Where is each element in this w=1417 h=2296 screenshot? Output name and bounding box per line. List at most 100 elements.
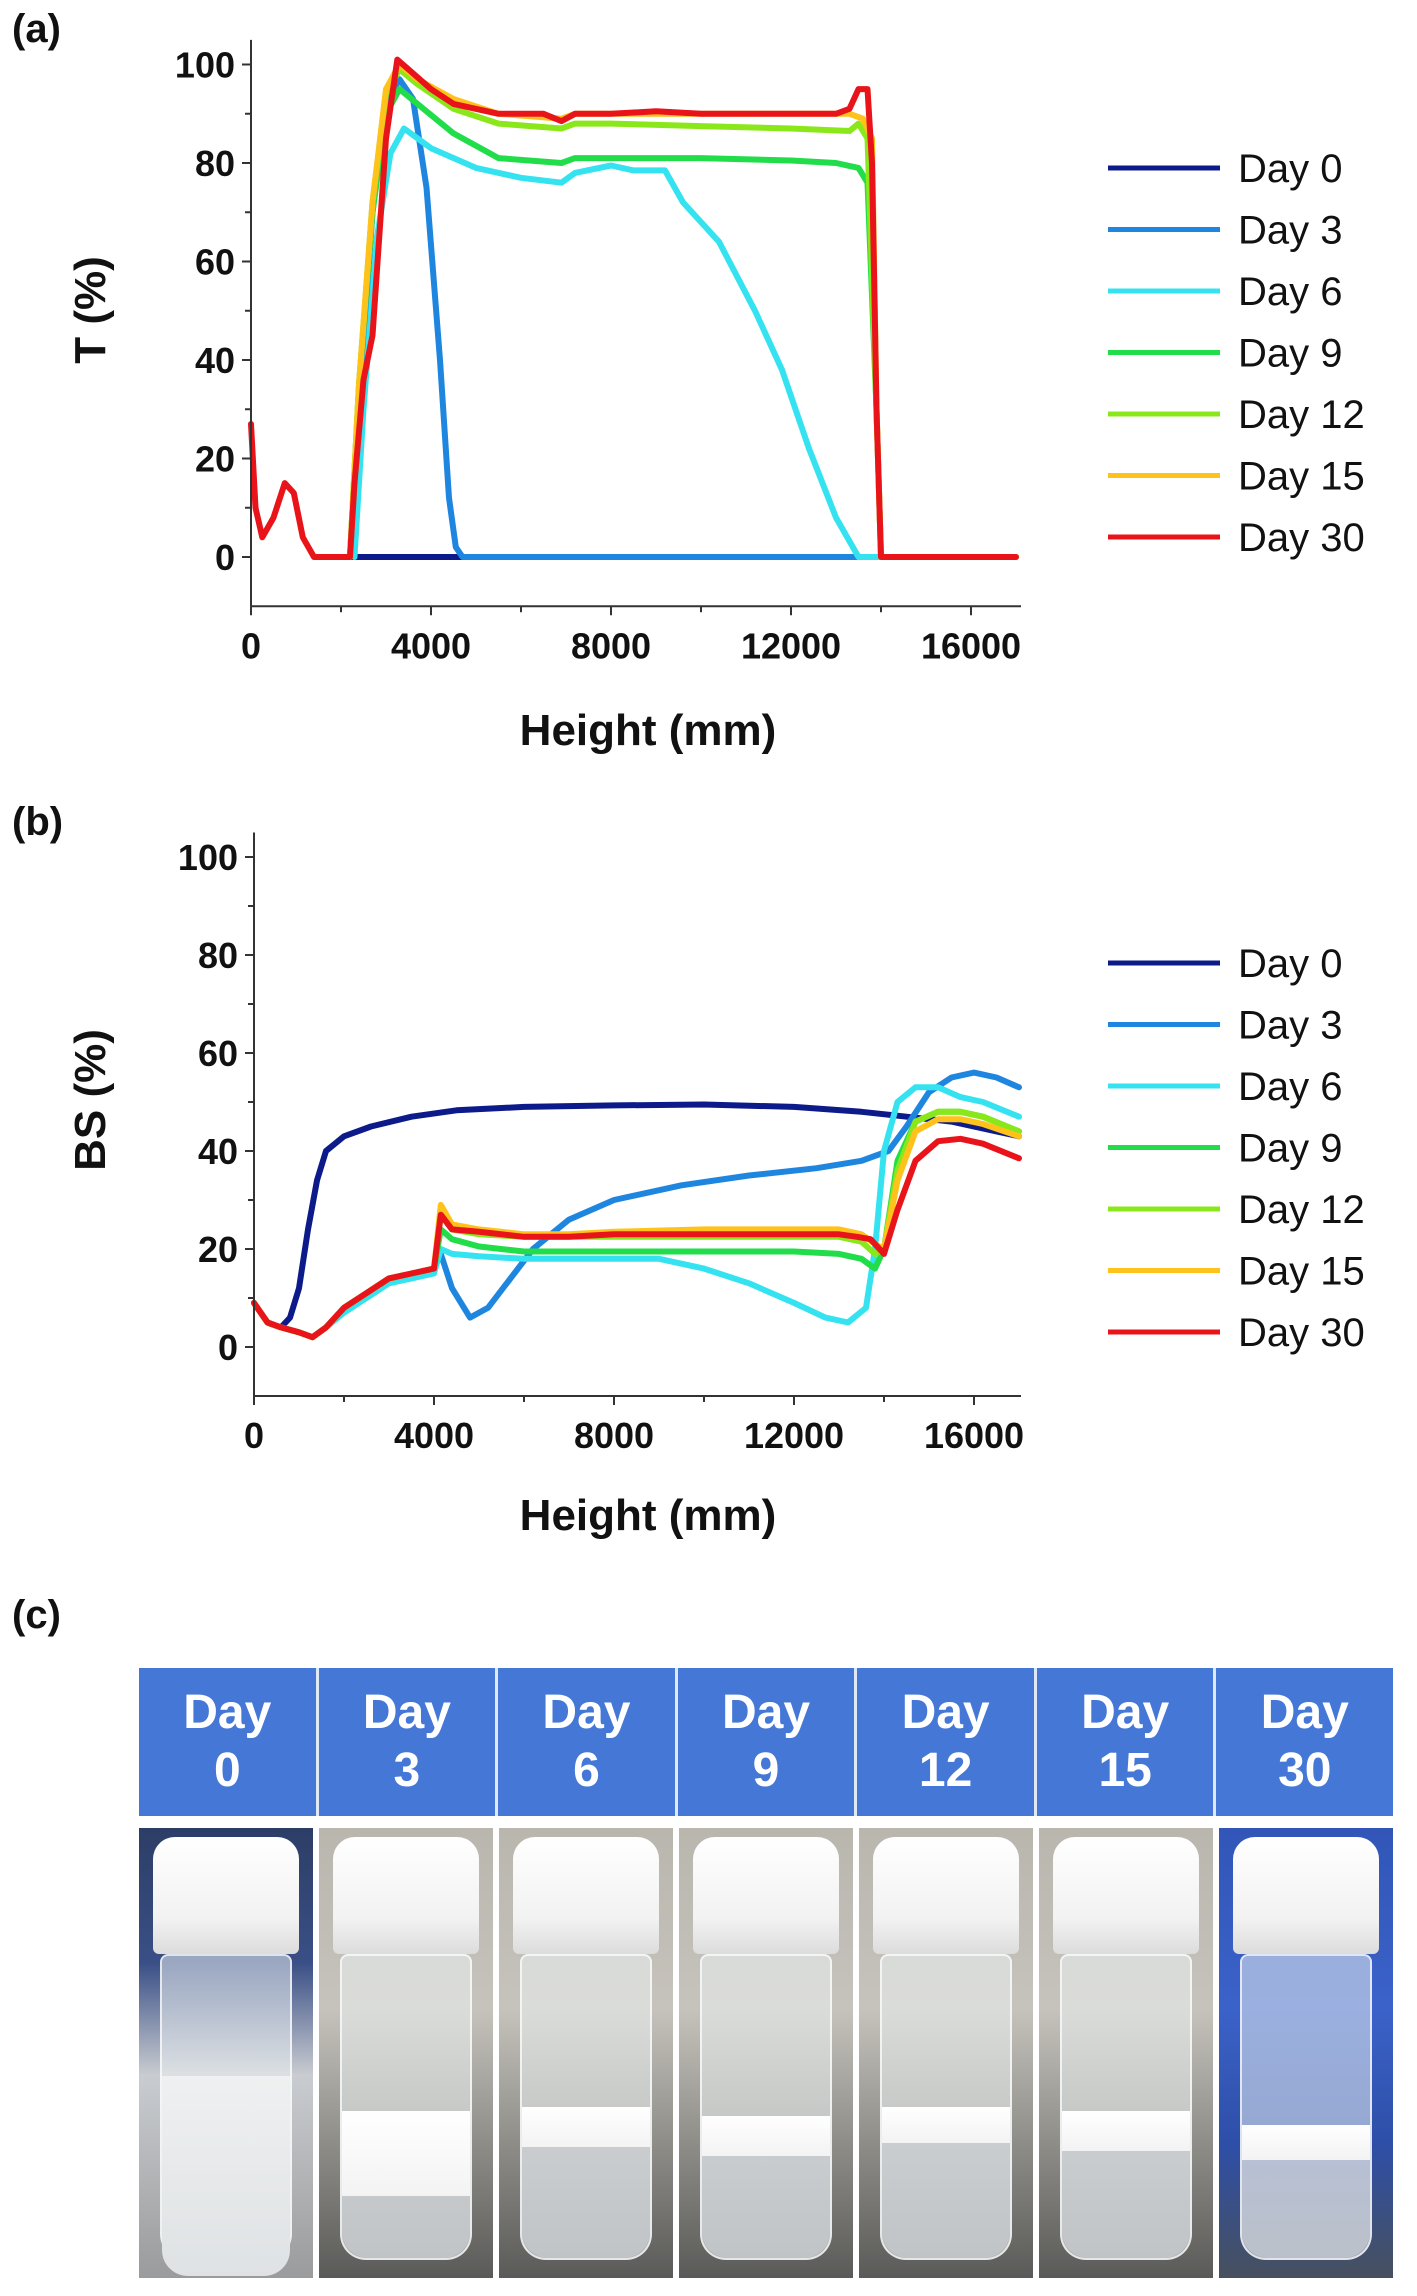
aqueous-layer [341, 2195, 471, 2258]
vial-body [1059, 1954, 1193, 2260]
plot-area-b [251, 1069, 1022, 1341]
aqueous-layer [701, 2155, 831, 2258]
day-header-cell: Day 15 [1036, 1668, 1217, 1816]
legend-label: Day 30 [1238, 516, 1365, 560]
y-axis-title-a: T (%) [66, 256, 115, 364]
legend-label: Day 30 [1238, 1311, 1365, 1355]
emulsion-layer [341, 2111, 471, 2196]
legend-label: Day 6 [1238, 270, 1343, 314]
ticks-b: 0 20 40 60 80 100 0 4000 8000 12000 16000 [178, 837, 1024, 1456]
x-tick-label: 8000 [571, 625, 651, 666]
legend-label: Day 0 [1238, 942, 1343, 986]
day-header-number: 0 [213, 1744, 241, 1797]
vial-body [339, 1954, 473, 2260]
series-line-day-3 [347, 76, 1019, 560]
y-tick-label: 0 [215, 537, 235, 578]
y-tick-label: 80 [198, 935, 238, 976]
y-tick-label: 60 [195, 242, 235, 283]
y-tick-label: 0 [218, 1327, 238, 1368]
day-header-word: Day [1081, 1686, 1170, 1739]
day-header-number: 30 [1278, 1744, 1332, 1797]
vial-photo-panel: Day 0 Day 3 Day 6 Day 9 Day 12 Day 15 Day 30 [139, 1668, 1394, 2278]
y-tick-label: 40 [198, 1131, 238, 1172]
axes-b [253, 832, 1021, 1397]
legend-label: Day 15 [1238, 1250, 1365, 1294]
day-header-number: 6 [573, 1744, 600, 1797]
y-tick-label: 100 [178, 837, 238, 878]
vial-cap [692, 1837, 840, 1954]
emulsion-layer [881, 2107, 1011, 2143]
x-tick-label: 0 [241, 625, 261, 666]
vial-body [159, 1954, 293, 2276]
day-header-number: 3 [393, 1744, 421, 1797]
y-tick-label: 40 [195, 340, 235, 381]
vial-photo [139, 1828, 313, 2278]
vial-photo [1039, 1828, 1213, 2278]
axes-a [250, 39, 1021, 608]
vial-body [1239, 1954, 1373, 2260]
x-tick-label: 4000 [391, 625, 471, 666]
vial-photo-row [139, 1828, 1393, 2278]
legend-b: Day 0 Day 3 Day 6 Day 9 Day 12 Day 15 Day 30 [1108, 942, 1365, 1355]
ticks-a: 0 20 40 60 80 100 0 4000 8000 12000 16000 [175, 45, 1021, 667]
transmission-chart: (a) 0 20 40 60 80 100 0 4000 8000 12000 16000 Heig… [12, 7, 1365, 755]
day-header-cell: Day 3 [318, 1668, 499, 1816]
vial-cap [332, 1837, 480, 1954]
day-header-word: Day [901, 1686, 990, 1739]
legend-label: Day 15 [1238, 455, 1365, 499]
day-header-cell: Day 9 [677, 1668, 858, 1816]
y-tick-label: 20 [198, 1229, 238, 1270]
legend-label: Day 12 [1238, 1188, 1365, 1232]
vial-photo [1219, 1828, 1393, 2278]
day-header-number: 12 [918, 1744, 973, 1797]
aqueous-layer [881, 2142, 1011, 2258]
legend-label: Day 0 [1238, 147, 1343, 191]
vial-cap [152, 1837, 300, 1954]
day-header-cell: Day 6 [498, 1668, 678, 1816]
x-axis-title-b: Height (mm) [520, 1491, 777, 1540]
emulsion-layer [701, 2115, 831, 2156]
emulsion-layer [1061, 2111, 1191, 2152]
vial-photo [499, 1828, 673, 2278]
plot-area-a [248, 56, 1019, 560]
legend-label: Day 9 [1238, 1127, 1343, 1171]
day-header-number: 15 [1098, 1744, 1152, 1797]
day-header-cell: Day 12 [857, 1668, 1037, 1816]
vial-cap [872, 1837, 1020, 1954]
y-tick-label: 100 [175, 45, 235, 86]
x-axis-title-a: Height (mm) [520, 706, 777, 755]
vial-cap [512, 1837, 660, 1954]
emulsion-layer [1241, 2124, 1371, 2161]
x-tick-label: 8000 [574, 1415, 654, 1456]
vial-photo [679, 1828, 853, 2278]
vial-body [519, 1954, 653, 2260]
x-tick-label: 4000 [394, 1415, 474, 1456]
x-tick-label: 16000 [921, 625, 1021, 666]
day-header-cell: Day 30 [1216, 1668, 1394, 1816]
y-tick-label: 80 [195, 143, 235, 184]
aqueous-layer [1061, 2151, 1191, 2258]
y-tick-label: 60 [198, 1033, 238, 1074]
vial-body [879, 1954, 1013, 2260]
vial-photo [319, 1828, 493, 2278]
legend-label: Day 12 [1238, 393, 1365, 437]
legend-a: Day 0 Day 3 Day 6 Day 9 Day 12 Day 15 Day 30 [1108, 147, 1365, 560]
legend-label: Day 9 [1238, 332, 1343, 376]
x-tick-label: 0 [244, 1415, 264, 1456]
series-line-day-12 [251, 1108, 1022, 1341]
day-header-word: Day [721, 1686, 811, 1739]
day-header-word: Day [1260, 1686, 1349, 1739]
emulsion-layer [161, 2075, 291, 2276]
series-line-day-30 [251, 1135, 1022, 1341]
vial-body [699, 1954, 833, 2260]
legend-label: Day 3 [1238, 209, 1343, 253]
x-tick-label: 12000 [744, 1415, 844, 1456]
vial-cap [1232, 1837, 1380, 1954]
legend-label: Day 3 [1238, 1004, 1343, 1048]
series-line-day-30 [248, 56, 1019, 560]
series-line-day-6 [351, 125, 1019, 560]
panel-label-b: (b) [12, 800, 63, 844]
day-header-number: 9 [752, 1744, 780, 1797]
emulsion-layer [521, 2107, 651, 2147]
